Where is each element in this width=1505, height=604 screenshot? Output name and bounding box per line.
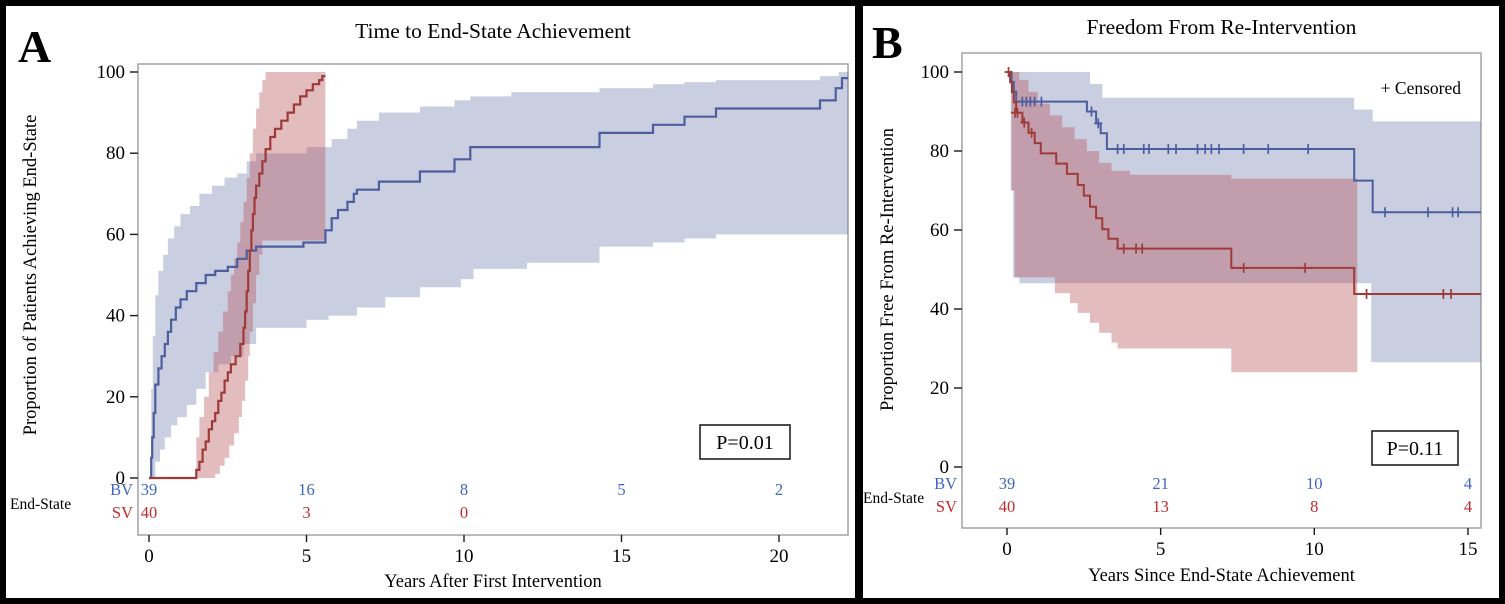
risk-count: 10 (1306, 474, 1323, 493)
y-axis-tick-label: 100 (97, 62, 126, 83)
risk-count: 13 (1152, 497, 1169, 516)
x-axis-tick-label: 10 (1305, 539, 1324, 560)
risk-count: 39 (999, 474, 1016, 493)
y-axis-tick-label: 40 (930, 299, 949, 320)
panel-letter: B (872, 17, 903, 68)
x-axis-tick-label: 0 (1002, 539, 1012, 560)
y-axis-tick-label: 60 (930, 220, 949, 241)
y-axis-tick-label: 20 (930, 378, 949, 399)
x-axis-tick-label: 15 (612, 546, 631, 567)
risk-row-name-bv: BV (934, 474, 957, 493)
bv-survival-curve (1007, 71, 1481, 214)
risk-count: 16 (298, 480, 315, 499)
y-axis-tick-label: 0 (116, 468, 126, 489)
sv-survival-curve (1007, 71, 1481, 295)
pvalue-box (1371, 430, 1459, 466)
bv-survival-curve (149, 76, 849, 480)
x-axis-title: Years Since End-State Achievement (1088, 566, 1356, 586)
risk-table-label: End-State (10, 496, 71, 513)
risk-table-label: End-State (863, 490, 924, 507)
x-axis-tick-label: 10 (455, 546, 474, 567)
x-axis-tick-label: 0 (144, 546, 154, 567)
x-axis-tick-label: 15 (1458, 539, 1477, 560)
y-axis-tick-label: 0 (940, 457, 950, 478)
risk-count: 4 (1464, 497, 1472, 516)
panel-b-chart: 0 20 40 60 80 100 0 5 10 15 Years Since End-State … (863, 15, 1482, 586)
y-axis-tick-label: 80 (106, 143, 125, 164)
sv-confidence-band (1007, 72, 1358, 373)
y-axis-title: Proportion Free From Re-Intervention (878, 128, 898, 411)
risk-count: 21 (1152, 474, 1169, 493)
x-axis-tick-label: 5 (302, 546, 312, 567)
risk-count: 39 (141, 480, 158, 499)
sv-survival-curve (149, 74, 326, 480)
x-axis-tick-label: 5 (1156, 539, 1166, 560)
bv-confidence-band (149, 72, 849, 478)
risk-count: 8 (1310, 497, 1318, 516)
pvalue-text: P=0.01 (716, 432, 773, 454)
risk-count: 4 (1464, 474, 1472, 493)
panel-letter: A (18, 21, 51, 72)
chart-title: Time to End-State Achievement (355, 19, 631, 43)
risk-count: 40 (999, 497, 1016, 516)
y-axis-title: Proportion of Patients Achieving End-Sta… (21, 115, 41, 436)
risk-count: 0 (460, 503, 468, 522)
x-axis-title: Years After First Intervention (384, 572, 602, 592)
plot-frame (961, 52, 1482, 529)
panel-b: 0 20 40 60 80 100 0 5 10 15 Years Since End-State … (863, 6, 1499, 598)
y-axis-tick-label: 60 (106, 224, 125, 245)
risk-count: 40 (141, 503, 158, 522)
plot-frame (137, 63, 849, 536)
risk-row-name-sv: SV (936, 497, 957, 516)
risk-count: 3 (302, 503, 310, 522)
pvalue-box (699, 424, 791, 460)
y-axis-tick-label: 40 (106, 306, 125, 327)
chart-title: Freedom From Re-Intervention (1087, 15, 1357, 39)
risk-count: 8 (460, 480, 468, 499)
censored-legend: + Censored (1381, 78, 1462, 98)
pvalue-text: P=0.11 (1387, 438, 1444, 460)
bv-confidence-band (1007, 72, 1481, 363)
risk-count: 5 (617, 480, 625, 499)
risk-row-name-sv: SV (112, 503, 133, 522)
panel-a: 0 20 40 60 80 100 0 5 10 15 20 Years After First In… (6, 6, 855, 598)
x-axis-tick-label: 20 (770, 546, 789, 567)
panel-divider (855, 6, 863, 598)
y-axis-tick-label: 80 (930, 141, 949, 162)
risk-count: 2 (775, 480, 783, 499)
y-axis-tick-label: 20 (106, 387, 125, 408)
risk-row-name-bv: BV (110, 480, 133, 499)
y-axis-tick-label: 100 (921, 62, 950, 83)
